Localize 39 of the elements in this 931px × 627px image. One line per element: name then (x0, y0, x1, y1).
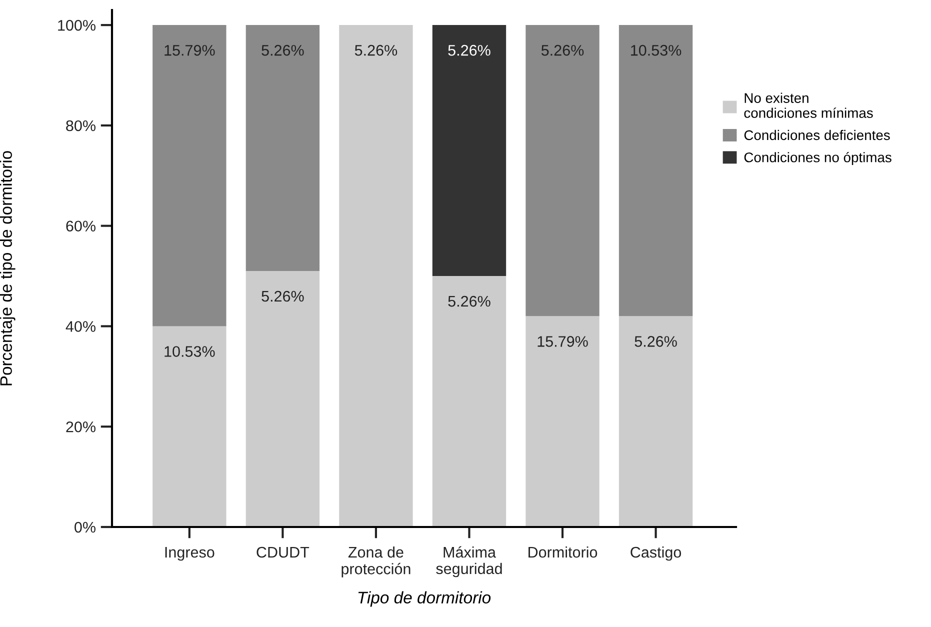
annotation: 5.26% (448, 296, 490, 307)
annotation: 5.26% (262, 290, 304, 302)
annotation: 5.26% (262, 44, 304, 56)
legend-label: Condiciones no óptimas (744, 152, 892, 166)
bar (339, 25, 413, 527)
legend-label: No existen condiciones mínimas (744, 92, 873, 118)
annotation: 15.79% (538, 336, 588, 347)
x-tick-label: Ingreso (165, 547, 214, 561)
x-tick-label: CDUDT (256, 546, 310, 558)
bar (526, 25, 600, 316)
y-tick-label: 20% (66, 421, 96, 432)
annotation: 5.26% (634, 336, 677, 347)
y-tick-label: 80% (66, 120, 96, 132)
annotation: 15.79% (164, 44, 215, 56)
x-tick-label: Dormitorio (528, 546, 598, 558)
x-tick-label: Máxima seguridad (436, 546, 502, 578)
x-axis-title: Tipo de dormitorio (358, 591, 491, 607)
bar (618, 25, 693, 316)
legend-label: Condiciones deficientes (744, 130, 890, 140)
x-tick-label: Zona de protección (342, 546, 410, 578)
bar (246, 25, 320, 272)
y-tick-label: 100% (58, 20, 96, 31)
bar (432, 25, 506, 276)
y-axis-title: Porcentaje de tipo de dormitorio (0, 151, 16, 386)
annotation: 5.26% (448, 44, 490, 56)
y-tick-label: 60% (66, 220, 96, 232)
annotation: 10.53% (164, 346, 215, 357)
y-tick-label: 0% (74, 522, 96, 533)
bar (432, 276, 506, 527)
x-tick-label: Castigo (630, 546, 682, 561)
bar (152, 326, 226, 527)
annotation: 10.53% (631, 44, 682, 56)
bar (526, 316, 600, 527)
bar (618, 316, 693, 527)
annotation: 5.26% (541, 44, 584, 56)
bar (152, 25, 226, 326)
y-tick-label: 40% (66, 321, 96, 332)
annotation: 5.26% (354, 44, 398, 56)
bar (246, 271, 320, 527)
